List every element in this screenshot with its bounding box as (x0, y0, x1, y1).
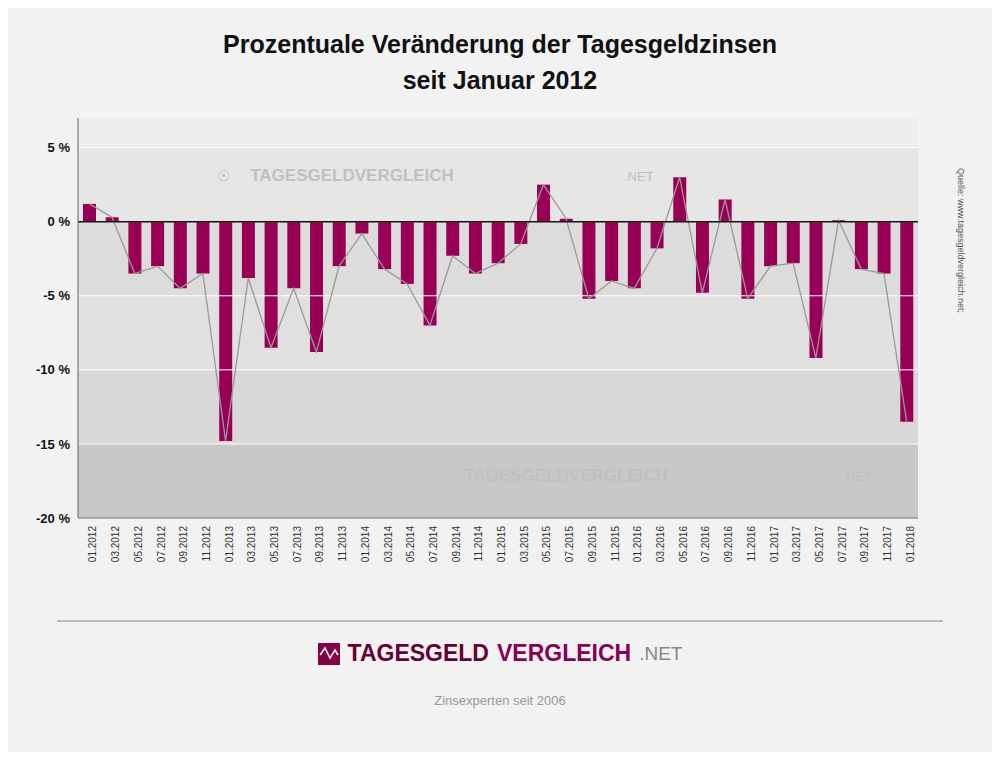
html-text:TAGESGELDVERGLEICH: TAGESGELDVERGLEICH (250, 166, 454, 185)
svg-text:09.2016: 09.2016 (723, 526, 734, 563)
svg-text:01.2012: 01.2012 (87, 526, 98, 563)
html-text:Quelle: www.tagesgeldvergleich: Quelle: www.tagesgeldvergleich.net; (956, 168, 966, 314)
svg-text:05.2013: 05.2013 (269, 526, 280, 563)
svg-text:-5 %: -5 % (43, 288, 70, 303)
svg-text:09.2015: 09.2015 (587, 526, 598, 563)
svg-text:01.2014: 01.2014 (360, 526, 371, 563)
svg-text:11.2016: 11.2016 (746, 526, 757, 562)
html-text:.NET: .NET (842, 468, 872, 484)
svg-text:03.2012: 03.2012 (110, 526, 121, 563)
svg-text:05.2014: 05.2014 (405, 526, 416, 563)
svg-text:03.2016: 03.2016 (655, 526, 666, 563)
html-text:.NET: .NET (624, 168, 654, 184)
svg-text:03.2015: 03.2015 (519, 526, 530, 563)
html-text:seit Januar 2012: seit Januar 2012 (402, 66, 598, 94)
svg-text:01.2017: 01.2017 (769, 526, 780, 563)
svg-text:11.2013: 11.2013 (337, 526, 348, 562)
html-text:TAGESGELDVERGLEICH: TAGESGELDVERGLEICH (464, 466, 669, 485)
svg-text:05.2016: 05.2016 (678, 526, 689, 563)
html-text:TAGESGELD VERGLEICH .NET: TAGESGELD VERGLEICH .NET (347, 640, 683, 666)
svg-text:09.2012: 09.2012 (178, 526, 189, 563)
svg-text:09.2014: 09.2014 (451, 526, 462, 563)
svg-text:-10 %: -10 % (36, 362, 70, 377)
svg-text:07.2016: 07.2016 (700, 526, 711, 563)
svg-text:07.2014: 07.2014 (428, 526, 439, 563)
html-text:Prozentuale Veränderung der Ta: Prozentuale Veränderung der Tagesgeldzin… (223, 30, 777, 58)
svg-text:01.2013: 01.2013 (224, 526, 235, 563)
svg-text:07.2017: 07.2017 (837, 526, 848, 563)
svg-text:0 %: 0 % (48, 214, 71, 229)
svg-text:03.2017: 03.2017 (791, 526, 802, 563)
svg-text:01.2016: 01.2016 (632, 526, 643, 563)
svg-text:-20 %: -20 % (36, 511, 70, 526)
svg-text:09.2017: 09.2017 (859, 526, 870, 563)
svg-text:01.2018: 01.2018 (905, 526, 916, 563)
svg-text:05.2017: 05.2017 (814, 526, 825, 563)
svg-text:11.2012: 11.2012 (201, 526, 212, 562)
svg-text:09.2013: 09.2013 (314, 526, 325, 563)
svg-text:-15 %: -15 % (36, 437, 70, 452)
svg-text:11.2014: 11.2014 (473, 526, 484, 562)
svg-text:03.2013: 03.2013 (246, 526, 257, 563)
svg-text:05.2015: 05.2015 (542, 526, 553, 563)
svg-text:07.2012: 07.2012 (156, 526, 167, 563)
svg-text:11.2015: 11.2015 (610, 526, 621, 562)
svg-text:07.2013: 07.2013 (292, 526, 303, 563)
svg-text:03.2014: 03.2014 (383, 526, 394, 563)
svg-text:07.2015: 07.2015 (564, 526, 575, 563)
svg-text:05.2012: 05.2012 (133, 526, 144, 563)
svg-text:01.2015: 01.2015 (496, 526, 507, 563)
svg-text:5 %: 5 % (48, 140, 71, 155)
html-text:Zinsexperten seit 2006: Zinsexperten seit 2006 (434, 693, 566, 708)
svg-text:11.2017: 11.2017 (882, 526, 893, 562)
